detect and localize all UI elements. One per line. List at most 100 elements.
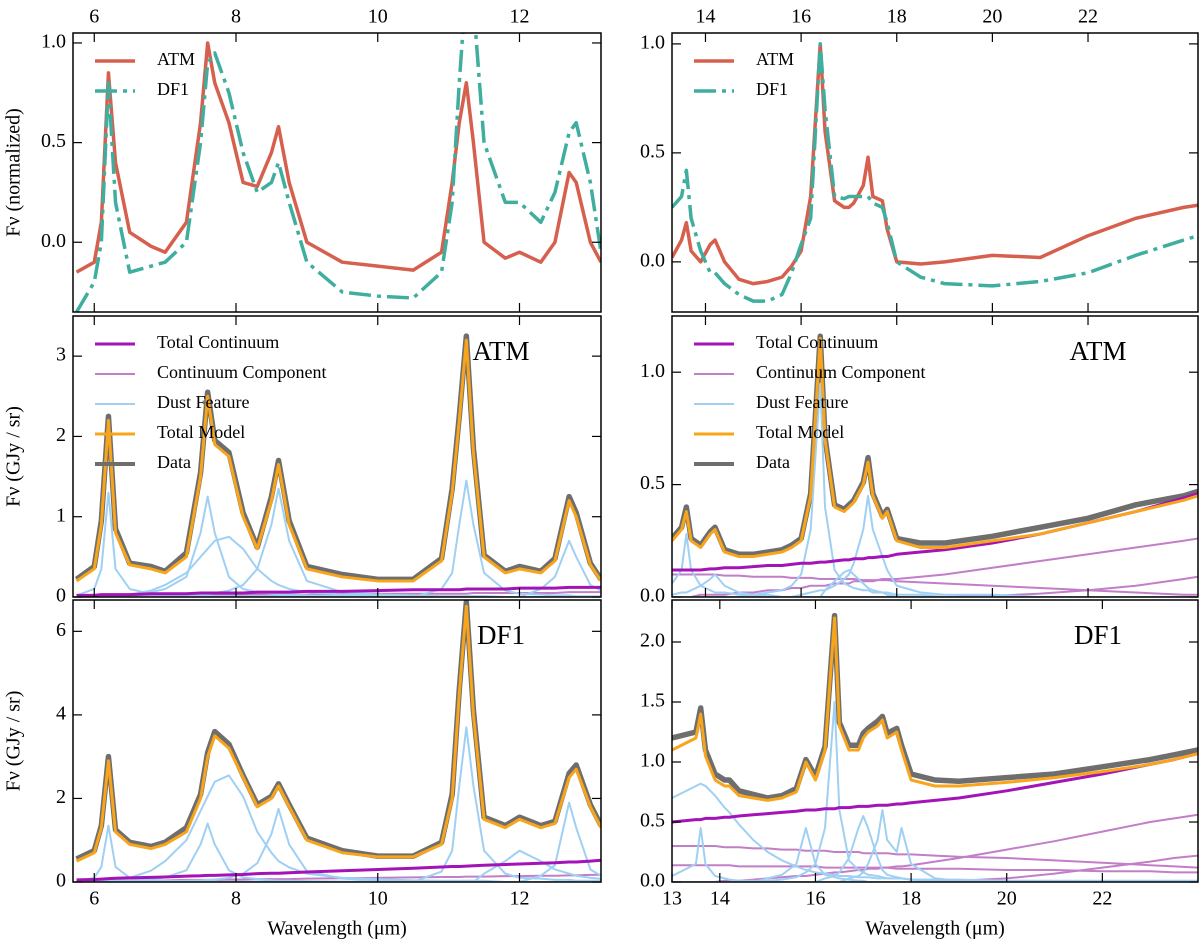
series-line [672,42,1198,286]
plot-area [672,333,1198,597]
x-tick-label: 8 [231,888,241,910]
panel: 0.0 0.5 1.0 14 16 18 20 22 ATM DF1 [640,6,1199,313]
x-axis-label: Wavelength (μm) [267,918,407,940]
legend-label: Data [756,452,790,472]
y-tick-label: 0.5 [640,140,665,162]
panel: 0 2 4 6 6 8 10 12 Wavelength (μm) Fν (GJy / sr) DF… [3,599,602,940]
x-tick-label: 22 [1078,6,1098,28]
y-tick-label: 6 [56,619,66,641]
series-line [672,569,1198,597]
legend-label: Dust Feature [157,392,249,412]
y-tick-label: 1.0 [640,360,665,382]
series-line [672,573,1198,596]
panel: 0.0 0.5 1.0 1.5 2.0 13 14 16 18 20 22 Wavelength (μ… [640,599,1199,940]
x-tick-label: 12 [509,888,529,910]
panel-annotation: ATM [1069,336,1126,366]
series-line [672,612,1198,801]
y-tick-label: 2 [56,424,66,446]
axes-frame [72,599,602,883]
x-axis-label: Wavelength (μm) [865,918,1005,940]
x-tick-label: 14 [710,888,730,910]
panel-annotation: ATM [472,336,529,366]
plot-area [672,612,1198,882]
panel: 0 1 2 3 Fν (GJy / sr) ATM Total Continuum Conti… [3,315,602,607]
y-axis-label: Fν (GJy / sr) [3,691,25,792]
legend: Total Continuum Continuum Component Dust F… [694,332,926,472]
y-tick-label: 0 [56,870,66,892]
series-line [76,774,601,882]
legend-label: DF1 [756,79,788,99]
legend-label: ATM [756,49,794,69]
y-tick-label: 0.0 [640,249,665,271]
x-tick-label: 12 [509,6,529,28]
y-tick-label: 1.0 [41,31,66,53]
series-line [672,827,1198,882]
y-tick-label: 0.0 [640,870,665,892]
series-line [76,822,601,882]
panel: 0.0 0.5 1.0 6 8 10 12 Fν (normalized) ATM DF1 [3,6,602,313]
series-line [672,813,1198,882]
panel: 0.0 0.5 1.0 ATM Total Continuum Continuum Com… [640,315,1199,607]
series-line [75,41,601,274]
x-tick-label: 8 [231,6,241,28]
legend: ATM DF1 [694,49,794,99]
series-line [76,858,601,882]
series-line [672,827,1198,882]
y-tick-label: 0.5 [41,130,66,152]
series-line [76,491,601,597]
y-tick-label: 1.5 [640,690,665,712]
x-tick-label: 6 [89,888,99,910]
series-line [75,33,601,312]
series-line [75,338,601,583]
y-tick-label: 2.0 [640,630,665,652]
x-tick-label: 10 [368,888,388,910]
x-tick-label: 10 [368,6,388,28]
series-line [672,336,1198,559]
series-line [76,801,601,882]
series-line [672,809,1198,882]
legend-label: ATM [157,49,195,69]
series-line [672,382,1198,597]
series-line [672,573,1198,597]
series-line [76,479,601,597]
series-line [76,487,601,597]
y-tick-label: 1 [56,504,66,526]
series-line [672,492,1198,572]
series-line [76,849,601,882]
axes-frame [671,599,1199,883]
series-line [672,494,1198,597]
legend-label: Continuum Component [157,362,327,382]
panel-annotation: DF1 [477,620,525,650]
legend-label: Total Model [157,422,245,442]
series-line [672,42,1198,303]
axes-frame [72,315,602,598]
x-tick-label: 16 [791,6,811,28]
axes-frame [72,32,602,313]
y-tick-label: 2 [56,786,66,808]
series-line [672,815,1198,882]
x-tick-label: 13 [662,888,682,910]
legend-label: DF1 [157,79,189,99]
series-line [76,539,601,597]
series-line [672,782,1198,882]
x-tick-label: 6 [89,6,99,28]
y-tick-label: 3 [56,344,66,366]
y-axis-label: Fν (GJy / sr) [3,406,25,507]
plot-area [75,33,601,312]
legend-label: Total Model [756,422,844,442]
series-line [672,616,1198,802]
series-line [672,537,1198,597]
series-line [672,845,1198,869]
legend-label: Continuum Component [756,362,926,382]
x-tick-label: 20 [982,6,1002,28]
series-line [672,333,1198,558]
legend-label: Total Continuum [157,332,279,352]
series-line [76,495,601,597]
y-tick-label: 0.5 [640,472,665,494]
plot-area [672,42,1198,303]
y-tick-label: 4 [56,702,66,724]
x-tick-label: 22 [1092,888,1112,910]
y-tick-label: 0.0 [41,230,66,252]
x-tick-label: 20 [997,888,1017,910]
